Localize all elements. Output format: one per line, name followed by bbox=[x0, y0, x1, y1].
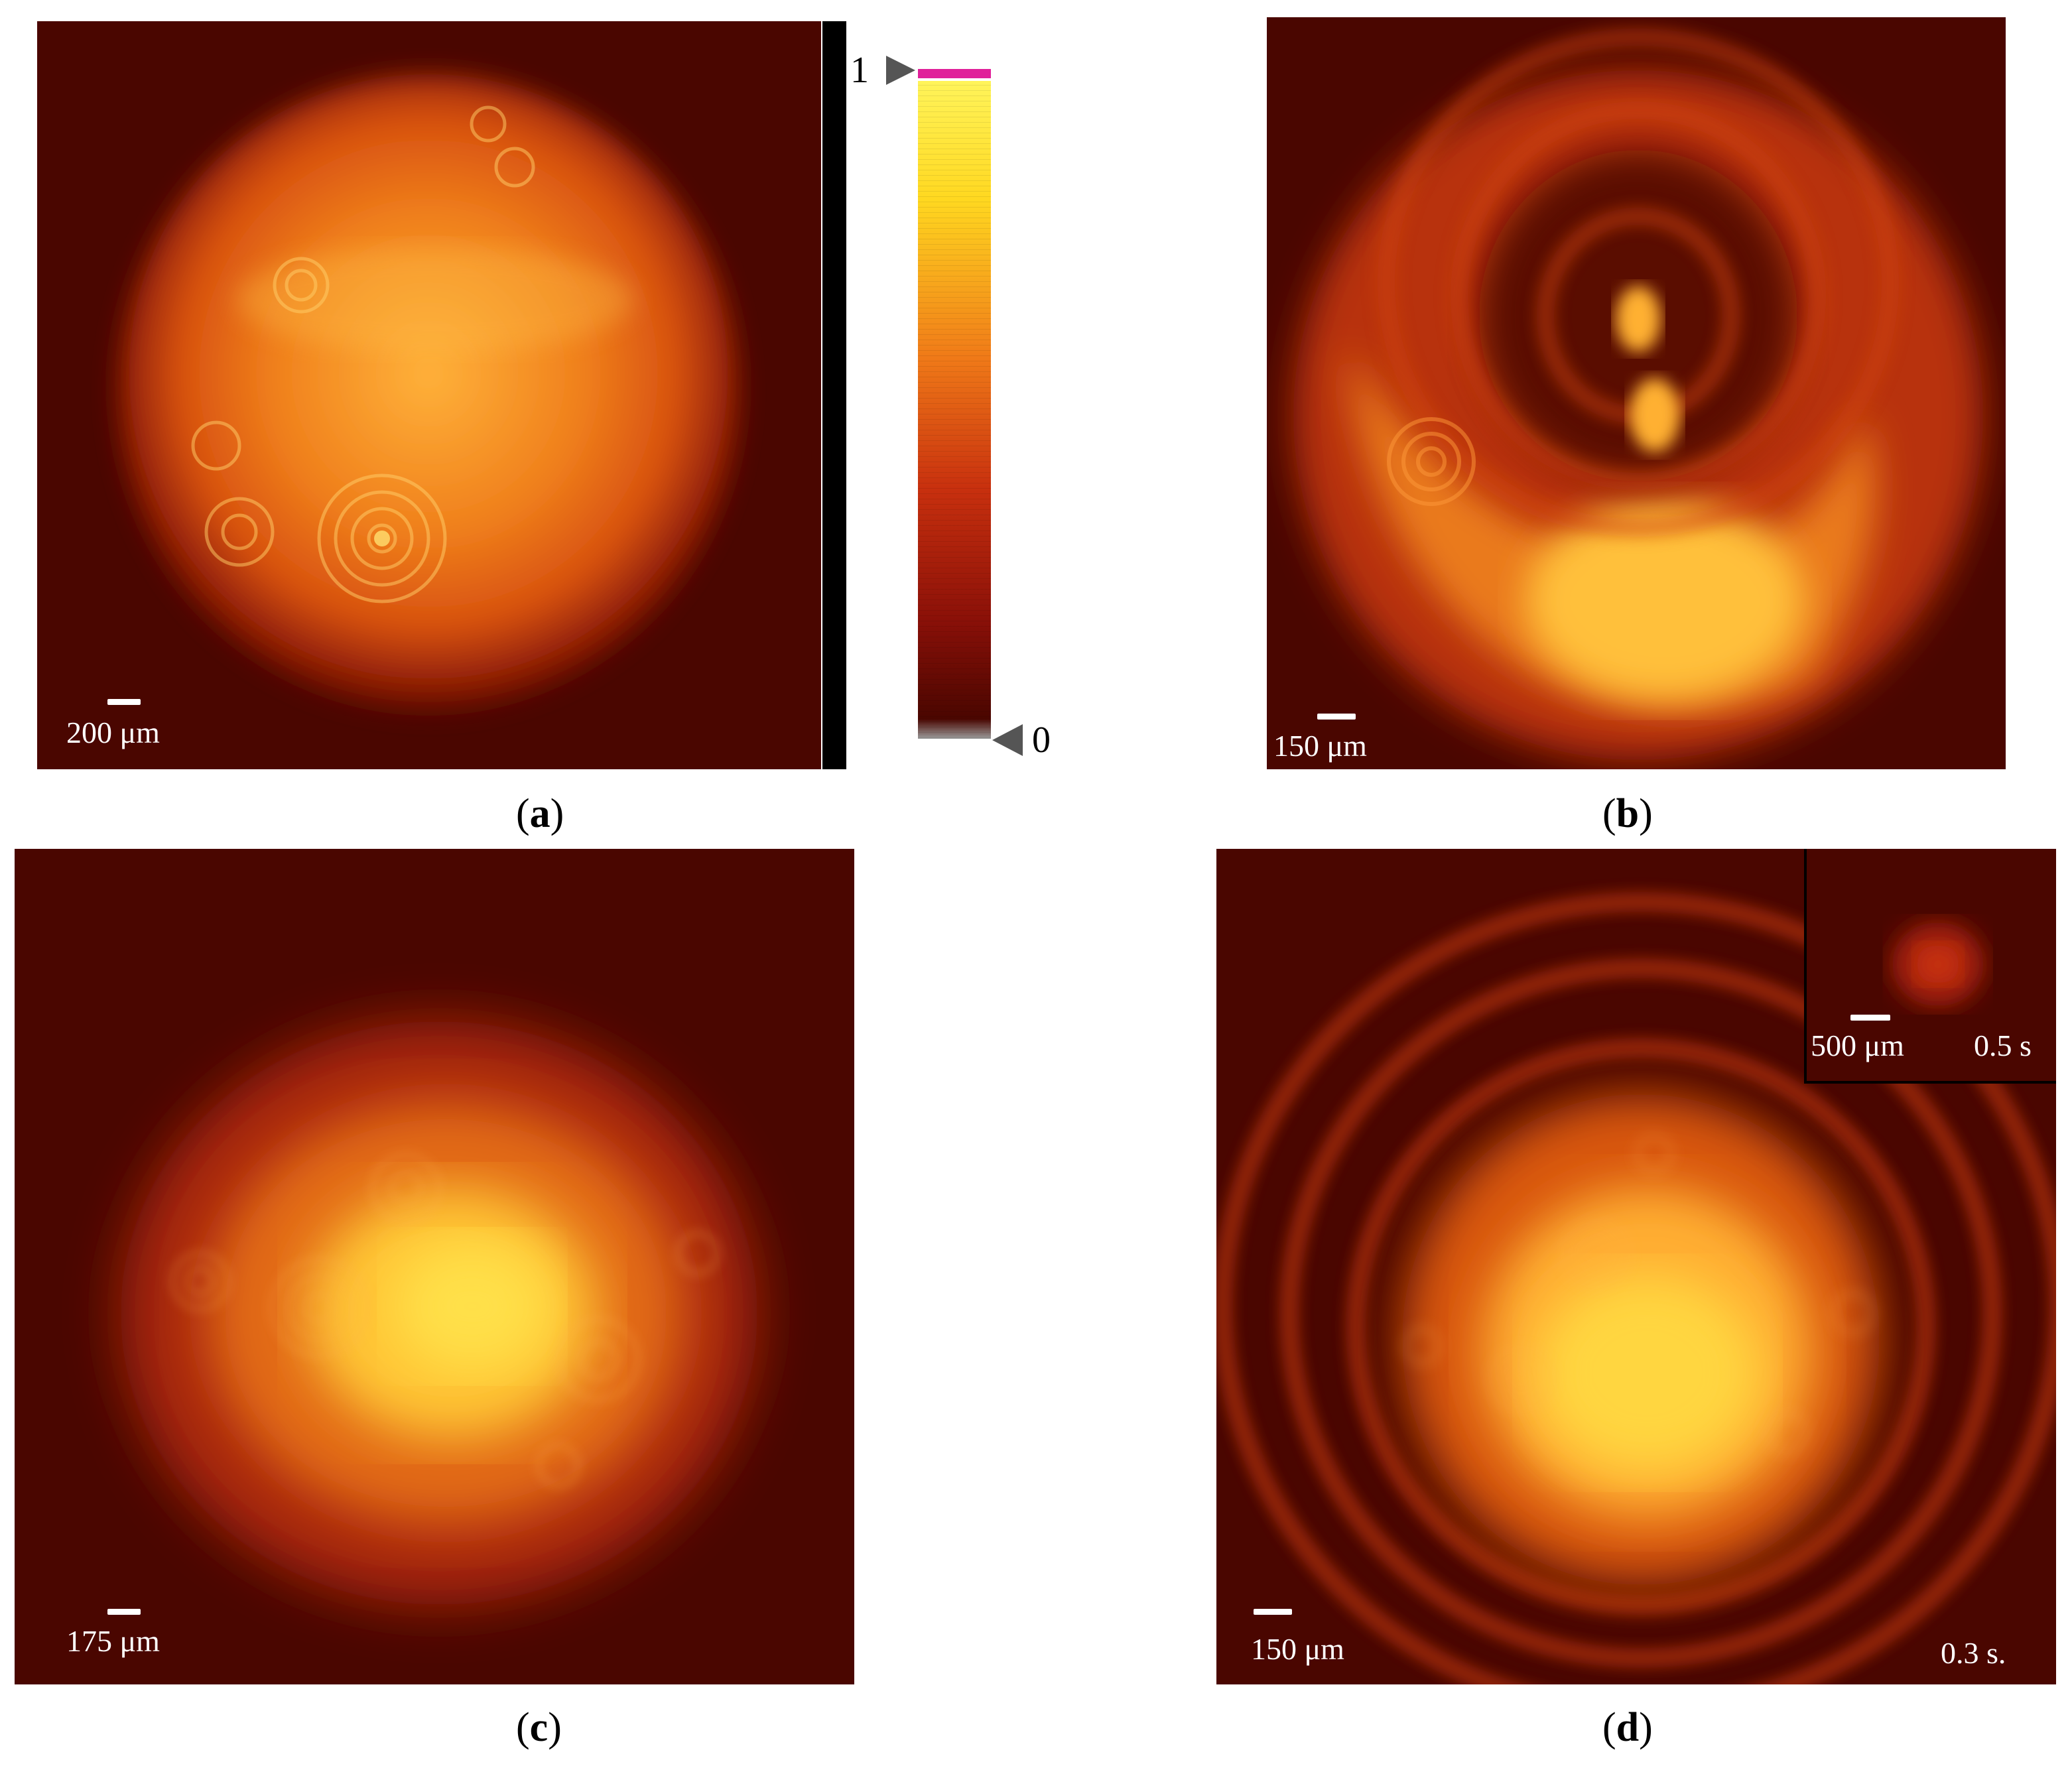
colorbar-top-marker bbox=[918, 69, 991, 78]
caption-d: (d) bbox=[1602, 1705, 1653, 1750]
inset-time-label: 0.5 s bbox=[1974, 1029, 2032, 1062]
panel-b-scalebar-label: 150 μm bbox=[1273, 729, 1367, 763]
panel-b-intensity-map bbox=[1267, 17, 2006, 769]
panel-d-rings bbox=[1403, 1135, 1875, 1454]
panel-d-time-label: 0.3 s. bbox=[1941, 1636, 2006, 1670]
inset-scalebar-label: 500 μm bbox=[1811, 1029, 1904, 1062]
panel-a-black-edge bbox=[822, 21, 846, 769]
panel-d-inset: 500 μm 0.5 s bbox=[1804, 849, 2056, 1084]
panel-a-image: 200 μm bbox=[37, 21, 821, 769]
colorbar-max-label: 1 bbox=[850, 50, 869, 91]
colorbar-min-label: 0 bbox=[1032, 720, 1051, 761]
panel-b-rings bbox=[1378, 29, 1899, 536]
panel-d-scalebar bbox=[1254, 1609, 1292, 1615]
panel-d-image: 150 μm 0.3 s. 500 μm 0.5 s bbox=[1216, 849, 2056, 1684]
panel-c-image: 175 μm bbox=[15, 849, 854, 1684]
panel-c-scalebar-label: 175 μm bbox=[66, 1624, 160, 1658]
panel-d-outer-rings bbox=[1216, 892, 2056, 1684]
inset-scalebar bbox=[1850, 1015, 1890, 1021]
caption-a: (a) bbox=[516, 791, 564, 836]
colorbar-min-arrow bbox=[992, 724, 1023, 756]
panel-c-rings bbox=[170, 1153, 720, 1487]
panel-a-scalebar-label: 200 μm bbox=[66, 716, 160, 749]
panel-c-intensity-map bbox=[15, 849, 854, 1684]
colorbar bbox=[918, 69, 991, 739]
panel-a-scalebar bbox=[107, 699, 141, 705]
panel-b-image: 150 μm bbox=[1267, 17, 2006, 769]
caption-c: (c) bbox=[516, 1705, 562, 1750]
caption-b: (b) bbox=[1602, 791, 1653, 836]
panel-b-scalebar bbox=[1317, 714, 1356, 720]
panel-d-scalebar-label: 150 μm bbox=[1251, 1632, 1344, 1666]
panel-c-scalebar bbox=[107, 1609, 141, 1615]
inset-intensity-map bbox=[1892, 922, 1984, 1007]
colorbar-max-arrow bbox=[886, 56, 915, 85]
panel-a-intensity-map bbox=[37, 21, 821, 769]
panel-a-rings bbox=[191, 105, 535, 603]
